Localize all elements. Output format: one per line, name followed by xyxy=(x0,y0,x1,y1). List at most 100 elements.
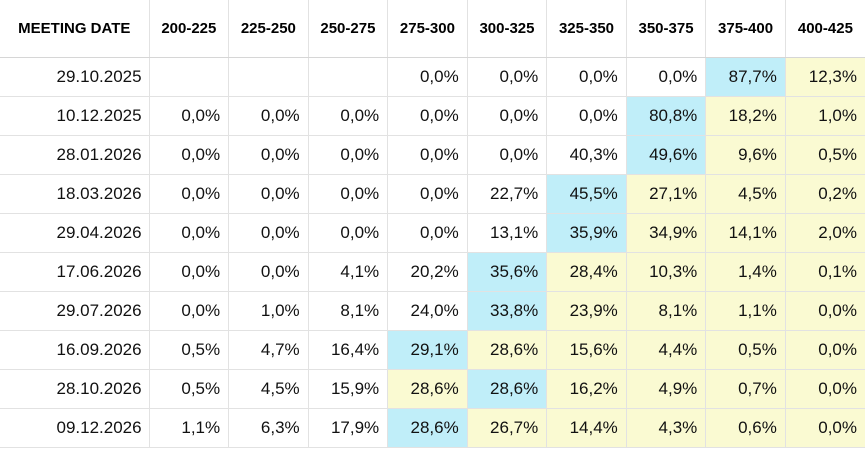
probability-cell: 27,1% xyxy=(626,174,707,214)
probability-cell: 10,3% xyxy=(626,252,707,292)
probability-cell: 12,3% xyxy=(785,57,865,97)
table-row: 18.03.2026 0,0% 0,0% 0,0% 0,0% 22,7% 45,5% 27,1… xyxy=(0,174,865,214)
probability-cell: 2,0% xyxy=(785,213,865,253)
probability-cell: 14,1% xyxy=(705,213,786,253)
probability-cell: 0,0% xyxy=(387,96,468,136)
header-range-325-350: 325-350 xyxy=(546,0,627,58)
probability-cell: 4,4% xyxy=(626,330,707,370)
probability-cell: 0,0% xyxy=(467,96,548,136)
header-range-200-225: 200-225 xyxy=(149,0,230,58)
probability-cell: 0,0% xyxy=(387,135,468,175)
probability-cell: 0,2% xyxy=(785,174,865,214)
header-range-300-325: 300-325 xyxy=(467,0,548,58)
probability-cell: 0,0% xyxy=(387,213,468,253)
probability-cell: 0,0% xyxy=(149,174,230,214)
meeting-date-cell: 29.04.2026 xyxy=(0,213,150,253)
probability-cell: 1,0% xyxy=(228,291,309,331)
probability-cell: 0,0% xyxy=(546,96,627,136)
probability-cell: 14,4% xyxy=(546,408,627,448)
probability-cell: 8,1% xyxy=(626,291,707,331)
probability-cell: 28,4% xyxy=(546,252,627,292)
probability-cell: 22,7% xyxy=(467,174,548,214)
table-body: 29.10.2025 0,0% 0,0% 0,0% 0,0% 87,7% 12,3% 10.1… xyxy=(0,57,865,448)
table-row: 28.10.2026 0,5% 4,5% 15,9% 28,6% 28,6% 16,2% 4,… xyxy=(0,369,865,409)
probability-cell: 0,5% xyxy=(705,330,786,370)
probability-cell: 0,0% xyxy=(387,57,468,97)
probability-cell: 4,5% xyxy=(705,174,786,214)
probability-cell: 34,9% xyxy=(626,213,707,253)
probability-cell: 0,0% xyxy=(228,135,309,175)
probability-cell: 87,7% xyxy=(705,57,786,97)
probability-cell: 4,9% xyxy=(626,369,707,409)
table-row: 10.12.2025 0,0% 0,0% 0,0% 0,0% 0,0% 0,0% 80,8% 1… xyxy=(0,96,865,136)
header-row: MEETING DATE 200-225 225-250 250-275 275… xyxy=(0,0,865,58)
meeting-date-cell: 28.01.2026 xyxy=(0,135,150,175)
probability-cell: 1,4% xyxy=(705,252,786,292)
probability-cell: 0,0% xyxy=(149,96,230,136)
probability-cell: 0,5% xyxy=(149,330,230,370)
probability-cell: 17,9% xyxy=(308,408,389,448)
probability-cell: 0,0% xyxy=(785,291,865,331)
probability-cell: 0,0% xyxy=(228,213,309,253)
probability-cell: 4,7% xyxy=(228,330,309,370)
probability-cell: 0,0% xyxy=(626,57,707,97)
probability-cell: 0,0% xyxy=(467,135,548,175)
meeting-date-cell: 18.03.2026 xyxy=(0,174,150,214)
meeting-date-cell: 29.10.2025 xyxy=(0,57,150,97)
probability-cell: 45,5% xyxy=(546,174,627,214)
probability-cell: 28,6% xyxy=(387,408,468,448)
meeting-date-cell: 17.06.2026 xyxy=(0,252,150,292)
probability-cell: 28,6% xyxy=(387,369,468,409)
header-range-350-375: 350-375 xyxy=(626,0,707,58)
probability-cell: 18,2% xyxy=(705,96,786,136)
probability-cell: 28,6% xyxy=(467,330,548,370)
probability-cell: 16,2% xyxy=(546,369,627,409)
probability-cell: 49,6% xyxy=(626,135,707,175)
meeting-date-cell: 28.10.2026 xyxy=(0,369,150,409)
probability-cell: 40,3% xyxy=(546,135,627,175)
probability-cell: 80,8% xyxy=(626,96,707,136)
probability-cell: 4,3% xyxy=(626,408,707,448)
header-meeting-date: MEETING DATE xyxy=(0,0,150,58)
probability-cell: 0,0% xyxy=(467,57,548,97)
header-range-375-400: 375-400 xyxy=(705,0,786,58)
table-row: 28.01.2026 0,0% 0,0% 0,0% 0,0% 0,0% 40,3% 49,6%… xyxy=(0,135,865,175)
table-row: 16.09.2026 0,5% 4,7% 16,4% 29,1% 28,6% 15,6% 4,… xyxy=(0,330,865,370)
probability-cell: 0,0% xyxy=(308,213,389,253)
probability-cell: 28,6% xyxy=(467,369,548,409)
probability-cell: 1,1% xyxy=(149,408,230,448)
probability-cell: 0,0% xyxy=(228,252,309,292)
table-row: 29.07.2026 0,0% 1,0% 8,1% 24,0% 33,8% 23,9% 8,1… xyxy=(0,291,865,331)
probability-cell: 0,0% xyxy=(387,174,468,214)
probability-cell: 0,0% xyxy=(149,291,230,331)
probability-cell: 24,0% xyxy=(387,291,468,331)
probability-cell: 35,9% xyxy=(546,213,627,253)
table-row: 29.04.2026 0,0% 0,0% 0,0% 0,0% 13,1% 35,9% 34,9… xyxy=(0,213,865,253)
probability-cell: 8,1% xyxy=(308,291,389,331)
probability-cell: 0,0% xyxy=(785,330,865,370)
probability-cell: 0,0% xyxy=(308,96,389,136)
probability-cell: 0,0% xyxy=(149,213,230,253)
probability-cell: 4,5% xyxy=(228,369,309,409)
meeting-date-cell: 29.07.2026 xyxy=(0,291,150,331)
table-row: 17.06.2026 0,0% 0,0% 4,1% 20,2% 35,6% 28,4% 10,… xyxy=(0,252,865,292)
meeting-date-cell: 16.09.2026 xyxy=(0,330,150,370)
meeting-date-cell: 10.12.2025 xyxy=(0,96,150,136)
probability-cell: 1,1% xyxy=(705,291,786,331)
probability-cell: 4,1% xyxy=(308,252,389,292)
meeting-date-cell: 09.12.2026 xyxy=(0,408,150,448)
probability-cell xyxy=(228,57,309,97)
probability-cell xyxy=(149,57,230,97)
header-range-400-425: 400-425 xyxy=(785,0,865,58)
probability-cell: 0,0% xyxy=(785,369,865,409)
probability-cell xyxy=(308,57,389,97)
probability-cell: 23,9% xyxy=(546,291,627,331)
probability-cell: 0,0% xyxy=(149,135,230,175)
probability-cell: 0,7% xyxy=(705,369,786,409)
probability-cell: 0,5% xyxy=(149,369,230,409)
probability-cell: 1,0% xyxy=(785,96,865,136)
probability-cell: 0,0% xyxy=(785,408,865,448)
probability-cell: 35,6% xyxy=(467,252,548,292)
probability-cell: 0,5% xyxy=(785,135,865,175)
